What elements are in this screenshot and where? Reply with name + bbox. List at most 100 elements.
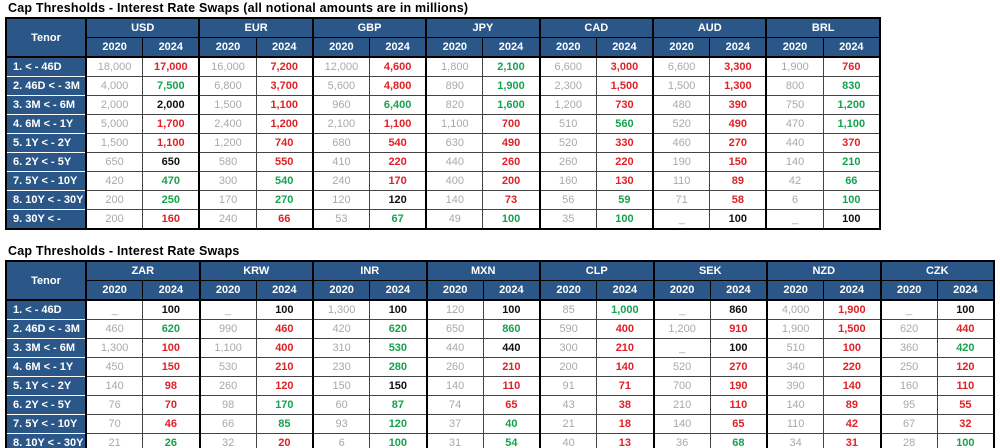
currency-header-aud: AUD bbox=[652, 17, 767, 38]
value-2020: 49 bbox=[425, 209, 484, 230]
value-2020: 300 bbox=[539, 338, 598, 358]
value-2024: 85 bbox=[255, 414, 314, 434]
value-2020: _ bbox=[879, 299, 938, 320]
value-2024: 1,100 bbox=[822, 114, 881, 134]
value-2024: 260 bbox=[482, 152, 541, 172]
value-2020: 260 bbox=[425, 357, 484, 377]
value-2020: 160 bbox=[879, 376, 938, 396]
value-2020: 93 bbox=[312, 414, 371, 434]
value-2024: 70 bbox=[142, 395, 200, 415]
cap-thresholds-table-major-currencies: Tenor USD EUR GBP JPY CAD AUD BRL 2020 2024 2020 20… bbox=[5, 17, 881, 230]
value-2024: 1,100 bbox=[369, 114, 427, 134]
value-2024: 620 bbox=[369, 319, 427, 339]
value-2024: 370 bbox=[822, 133, 881, 153]
value-2020: 250 bbox=[879, 357, 938, 377]
value-2024: 540 bbox=[369, 133, 427, 153]
value-2020: 85 bbox=[539, 299, 598, 320]
year-header-2020: 2020 bbox=[766, 280, 825, 301]
value-2020: 1,800 bbox=[425, 56, 484, 77]
value-2020: 200 bbox=[539, 357, 598, 377]
value-2020: 6,600 bbox=[652, 56, 711, 77]
value-2020: 18,000 bbox=[85, 56, 144, 77]
value-2020: _ bbox=[652, 338, 711, 358]
value-2020: 28 bbox=[879, 433, 938, 448]
year-header-2024: 2024 bbox=[482, 280, 541, 301]
value-2020: 1,300 bbox=[85, 338, 144, 358]
value-2024: 3,700 bbox=[255, 76, 314, 96]
value-2020: 37 bbox=[425, 414, 484, 434]
value-2020: 650 bbox=[425, 319, 484, 339]
value-2020: 40 bbox=[539, 433, 598, 448]
value-2020: 91 bbox=[539, 376, 598, 396]
year-header-2020: 2020 bbox=[85, 37, 144, 58]
value-2020: 260 bbox=[198, 376, 257, 396]
value-2020: 890 bbox=[425, 76, 484, 96]
value-2024: 100 bbox=[369, 299, 427, 320]
tenor-cell: 7. 5Y < - 10Y bbox=[6, 171, 87, 191]
value-2024: 100 bbox=[142, 299, 200, 320]
table1-title: Cap Thresholds - Interest Rate Swaps (al… bbox=[8, 1, 469, 15]
tenor-cell: 8. 10Y < - 30Y bbox=[6, 433, 87, 448]
year-header-2024: 2024 bbox=[142, 280, 200, 301]
value-2020: 210 bbox=[652, 395, 711, 415]
value-2020: 140 bbox=[765, 152, 824, 172]
value-2020: 190 bbox=[652, 152, 711, 172]
value-2020: 110 bbox=[766, 414, 825, 434]
value-2024: 7,500 bbox=[142, 76, 200, 96]
year-header-2020: 2020 bbox=[312, 280, 371, 301]
value-2020: 240 bbox=[311, 171, 371, 191]
value-2024: 330 bbox=[595, 133, 654, 153]
value-2020: 1,100 bbox=[425, 114, 484, 134]
value-2020: 98 bbox=[198, 395, 257, 415]
value-2024: 150 bbox=[142, 357, 200, 377]
value-2020: 310 bbox=[312, 338, 371, 358]
value-2024: 130 bbox=[595, 171, 654, 191]
value-2024: 860 bbox=[482, 319, 541, 339]
value-2020: 800 bbox=[765, 76, 824, 96]
value-2024: 470 bbox=[142, 171, 200, 191]
value-2024: 440 bbox=[936, 319, 995, 339]
tenor-cell: 7. 5Y < - 10Y bbox=[6, 414, 87, 434]
table-row: 4. 6M < - 1Y 450 150 530 210 230 280 260 210 200 1… bbox=[6, 357, 995, 377]
table-row: 3. 3M < - 6M 1,300 100 1,100 400 310 530 440 440… bbox=[6, 338, 995, 358]
tenor-cell: 8. 10Y < - 30Y bbox=[6, 190, 87, 210]
value-2024: 100 bbox=[709, 338, 768, 358]
value-2020: 400 bbox=[425, 171, 484, 191]
value-2020: 21 bbox=[85, 433, 144, 448]
year-header-2020: 2020 bbox=[198, 37, 257, 58]
value-2024: 120 bbox=[369, 190, 427, 210]
tenor-cell: 2. 46D < - 3M bbox=[6, 76, 87, 96]
value-2024: 31 bbox=[823, 433, 881, 448]
value-2024: 270 bbox=[709, 133, 767, 153]
value-2024: 66 bbox=[822, 171, 881, 191]
value-2020: 31 bbox=[425, 433, 484, 448]
value-2024: 59 bbox=[595, 190, 654, 210]
year-header-2024: 2024 bbox=[822, 37, 881, 58]
year-header-2020: 2020 bbox=[85, 280, 144, 301]
value-2024: 460 bbox=[255, 319, 314, 339]
value-2020: 470 bbox=[765, 114, 824, 134]
value-2020: 12,000 bbox=[311, 56, 371, 77]
value-2024: 46 bbox=[142, 414, 200, 434]
value-2020: 2,100 bbox=[311, 114, 371, 134]
value-2024: 100 bbox=[823, 338, 881, 358]
value-2020: 460 bbox=[85, 319, 144, 339]
year-header-2024: 2024 bbox=[369, 280, 427, 301]
value-2020: 4,000 bbox=[85, 76, 144, 96]
year-header-2020: 2020 bbox=[311, 37, 371, 58]
value-2024: 100 bbox=[482, 299, 541, 320]
year-header-2024: 2024 bbox=[142, 37, 200, 58]
value-2024: 830 bbox=[822, 76, 881, 96]
value-2020: 56 bbox=[538, 190, 597, 210]
value-2020: 1,500 bbox=[652, 76, 711, 96]
value-2024: 120 bbox=[255, 376, 314, 396]
table-row: 5. 1Y < - 2Y 140 98 260 120 150 150 140 110 91 71 7… bbox=[6, 376, 995, 396]
value-2024: 120 bbox=[369, 414, 427, 434]
value-2020: 390 bbox=[766, 376, 825, 396]
tenor-cell: 5. 1Y < - 2Y bbox=[6, 133, 87, 153]
value-2020: 43 bbox=[539, 395, 598, 415]
value-2020: 5,000 bbox=[85, 114, 144, 134]
value-2024: 1,200 bbox=[822, 95, 881, 115]
table2-title: Cap Thresholds - Interest Rate Swaps bbox=[8, 244, 240, 258]
value-2024: 250 bbox=[142, 190, 200, 210]
